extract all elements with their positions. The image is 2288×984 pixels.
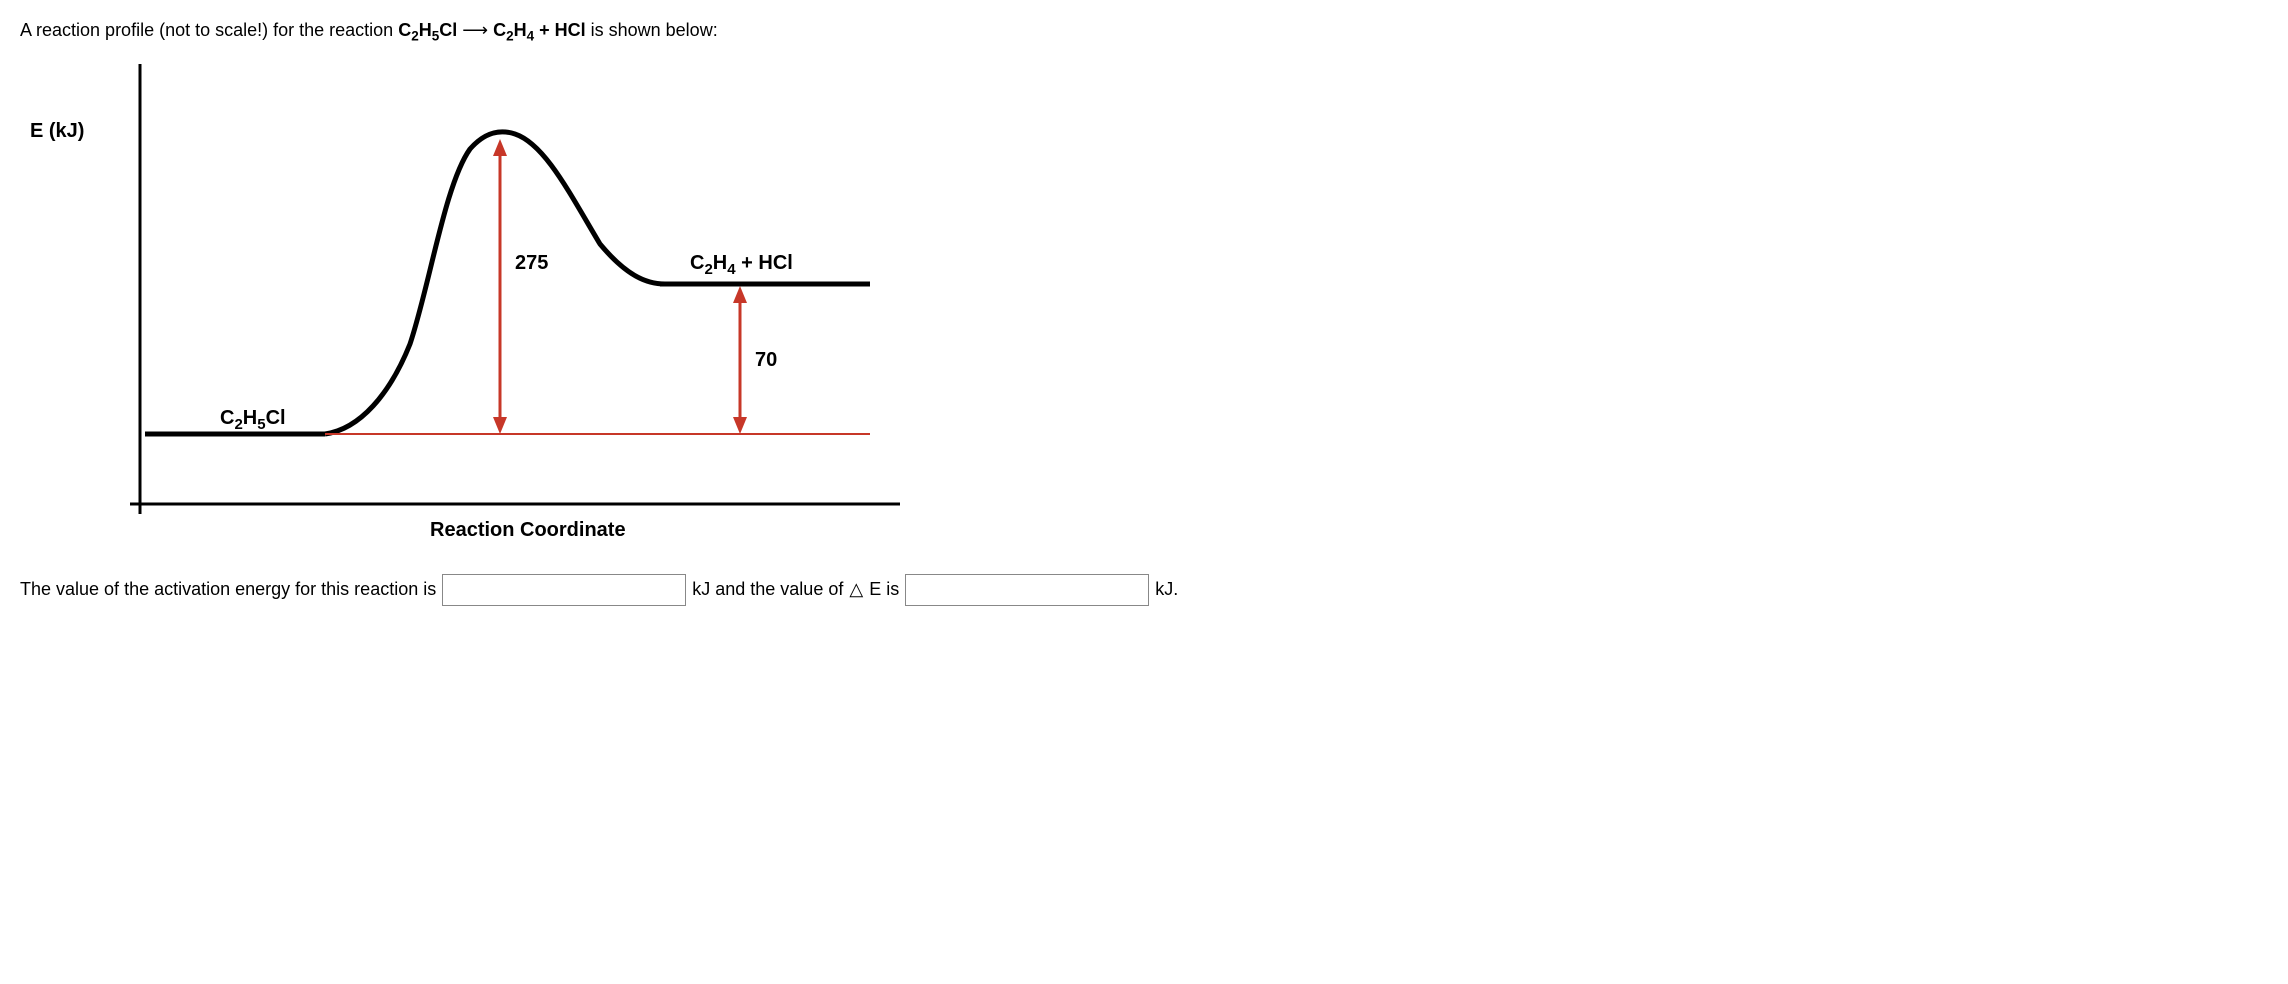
product-formula: C2H4 + HCl — [493, 20, 586, 40]
reaction-profile-diagram: E (kJ) 275 70 C2H5Cl — [30, 64, 910, 544]
q-unit-end: kJ. — [1155, 579, 1178, 600]
intro-prefix: A reaction profile (not to scale!) for t… — [20, 20, 398, 40]
reaction-arrow: ⟶ — [462, 20, 493, 40]
ea-arrow-up — [493, 139, 507, 156]
q-part2-rest: E is — [869, 579, 899, 600]
reactant-formula: C2H5Cl — [398, 20, 457, 40]
q-unit1: kJ and the value of — [692, 579, 843, 600]
chart-svg: 275 70 C2H5Cl C2H4 + HCl — [100, 64, 900, 524]
dh-value-label: 70 — [755, 349, 777, 371]
answer-row: The value of the activation energy for t… — [20, 574, 2268, 606]
q-part1: The value of the activation energy for t… — [20, 579, 436, 600]
delta-symbol: △ — [849, 579, 863, 600]
dh-arrow-down — [733, 417, 747, 434]
energy-curve — [325, 131, 665, 433]
x-axis-label: Reaction Coordinate — [430, 519, 626, 542]
y-axis-label: E (kJ) — [30, 120, 84, 143]
reactant-species-label: C2H5Cl — [220, 407, 286, 433]
ea-arrow-down — [493, 417, 507, 434]
product-species-label: C2H4 + HCl — [690, 252, 793, 278]
activation-energy-input[interactable] — [442, 574, 686, 606]
delta-e-input[interactable] — [905, 574, 1149, 606]
ea-value-label: 275 — [515, 252, 548, 274]
intro-text: A reaction profile (not to scale!) for t… — [20, 20, 2268, 44]
intro-suffix: is shown below: — [591, 20, 718, 40]
dh-arrow-up — [733, 286, 747, 303]
